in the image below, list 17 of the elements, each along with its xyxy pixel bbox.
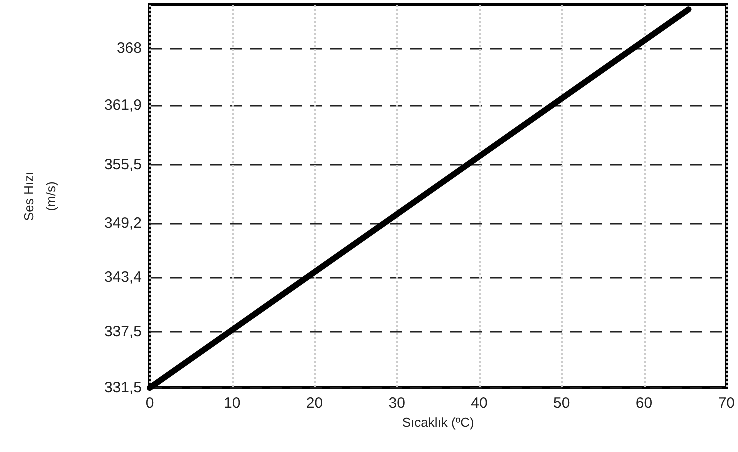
y-tick-label: 361,9: [104, 96, 142, 114]
x-tick-label: 0: [146, 395, 154, 412]
y-tick-label: 337,5: [104, 324, 142, 341]
x-tick-label: 70: [718, 395, 735, 412]
x-tick-label: 50: [554, 395, 570, 412]
y-tick-label: 368: [116, 40, 142, 58]
y-axis-title: Ses Hızı (m/s): [22, 172, 58, 222]
x-tick-label: 10: [224, 395, 241, 412]
x-axis-title: Sıcaklık (ºC): [402, 414, 474, 430]
y-tick-label: 349,2: [104, 214, 142, 232]
y-tick-label: 355,5: [104, 156, 142, 174]
x-tick-label: 60: [636, 395, 653, 412]
x-tick-label: 20: [306, 395, 324, 412]
y-tick-label: 331,5: [104, 380, 142, 396]
x-tick-label: 40: [471, 395, 488, 412]
y-tick-label: 343,4: [104, 268, 142, 286]
x-tick-label: 30: [388, 395, 406, 412]
